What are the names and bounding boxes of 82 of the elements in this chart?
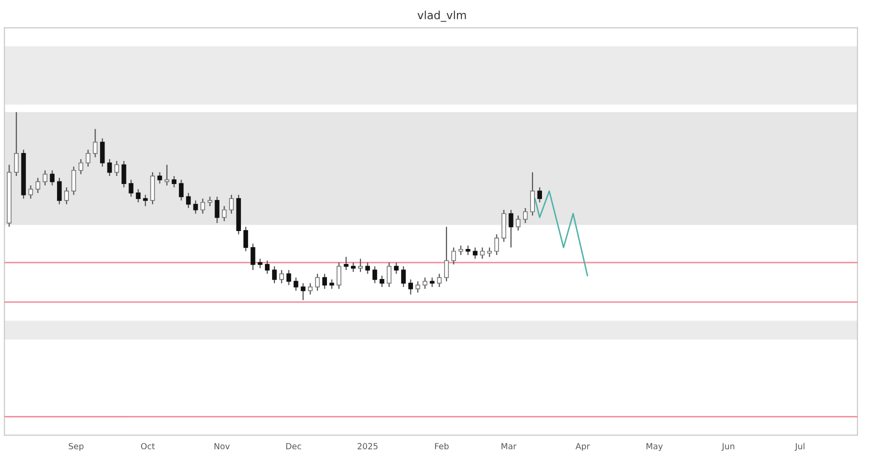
candlestick (279, 269, 284, 284)
x-tick-label: Mar (502, 443, 516, 450)
x-tick-label: Jul (794, 442, 804, 451)
candlestick (380, 275, 384, 288)
candlestick (523, 207, 528, 224)
candlestick (344, 256, 348, 271)
candlestick (114, 160, 120, 177)
candlestick (472, 246, 478, 260)
candlestick (308, 282, 313, 296)
candlestick (466, 245, 470, 256)
candlestick (508, 209, 514, 248)
candlestick (200, 198, 206, 214)
candlestick (322, 273, 327, 290)
candlestick (394, 262, 399, 274)
candlestick (422, 277, 428, 290)
candlestick (122, 160, 126, 188)
candlestick (243, 226, 248, 252)
candlestick (300, 282, 306, 301)
candlestick (42, 170, 48, 186)
candlestick (494, 234, 499, 256)
candlestick (86, 149, 90, 168)
candlestick (214, 196, 220, 224)
candlestick (143, 194, 148, 207)
candlestick (372, 266, 378, 284)
candlestick (487, 246, 492, 258)
x-tick-label: Dec (286, 443, 302, 450)
candlestick (78, 158, 84, 175)
candlestick (50, 170, 55, 186)
candlestick (386, 262, 392, 288)
candlestick (193, 200, 198, 214)
candlestick (436, 273, 442, 288)
candlestick (136, 188, 141, 203)
candlestick (430, 277, 434, 288)
candlestick (157, 172, 162, 184)
x-tick-label: Sep (68, 443, 84, 451)
candlestick (107, 158, 112, 177)
candlestick (336, 262, 342, 290)
candlestick (164, 164, 170, 186)
candlestick (516, 214, 520, 232)
candlestick (222, 206, 227, 222)
x-tick-label: Apr (576, 443, 590, 451)
x-tick-label: 2025 (358, 443, 378, 450)
candlestick (36, 177, 40, 194)
candlestick (350, 262, 356, 272)
candlestick (286, 269, 292, 286)
candlestick (294, 277, 298, 292)
candlestick (57, 177, 62, 205)
candlestick (14, 112, 19, 177)
candlestick (258, 258, 262, 269)
candlestick (178, 179, 184, 202)
candlestick (329, 278, 334, 290)
x-tick-label: Jun (722, 443, 734, 451)
x-tick-label: Oct (141, 443, 155, 450)
candlestick (64, 186, 69, 205)
candlestick (458, 245, 464, 256)
candlestick (358, 258, 363, 272)
candlestick (444, 226, 449, 282)
candlestick (537, 186, 542, 203)
x-tick-label: Nov (214, 443, 230, 450)
candlestick (408, 278, 413, 296)
x-tick-label: May (646, 443, 663, 451)
candlestick (186, 192, 191, 209)
candlestick (128, 179, 134, 198)
candlestick (315, 273, 320, 292)
candlestick (172, 175, 176, 188)
candlestick (272, 266, 277, 284)
chart-title: vlad_vlm (418, 10, 466, 22)
candlestick (28, 184, 34, 200)
candlestick (530, 172, 535, 216)
candlestick (415, 280, 420, 294)
candlestick (250, 243, 256, 271)
candlestick (480, 246, 485, 260)
candlestick (100, 138, 105, 168)
candlestick (264, 260, 270, 274)
candlestick (401, 266, 406, 288)
candlestick (365, 262, 370, 274)
x-tick-label: Feb (435, 442, 449, 450)
candlestick (451, 246, 456, 265)
candlestick (71, 166, 76, 196)
candlestick (229, 194, 234, 214)
candlestick (92, 128, 98, 158)
candlestick (208, 196, 212, 207)
